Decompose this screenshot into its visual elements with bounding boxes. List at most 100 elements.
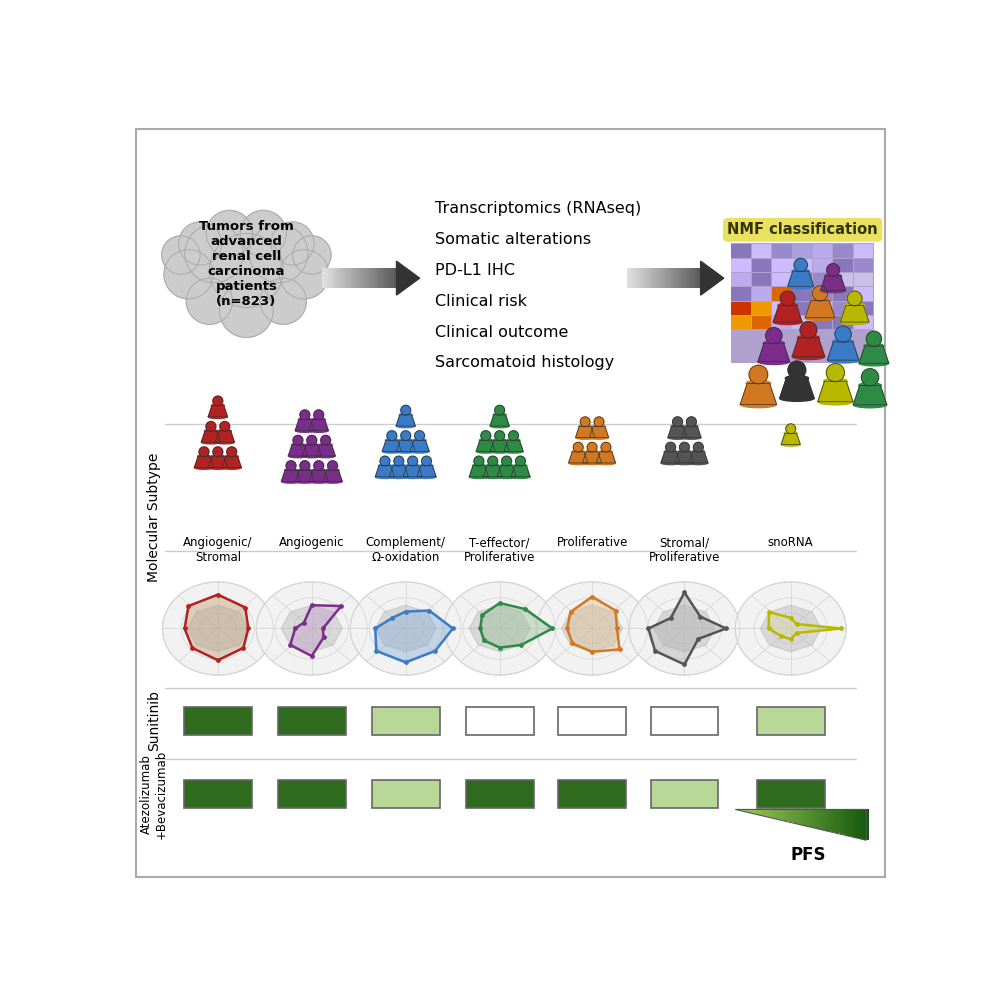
Bar bbox=[813, 316, 833, 330]
Ellipse shape bbox=[211, 455, 224, 458]
Polygon shape bbox=[818, 381, 853, 401]
Point bbox=[647, 643, 663, 659]
Circle shape bbox=[328, 461, 338, 471]
Circle shape bbox=[164, 250, 213, 299]
Polygon shape bbox=[490, 415, 509, 426]
Bar bbox=[376, 268, 379, 288]
Bar bbox=[394, 268, 397, 288]
Bar bbox=[824, 810, 827, 831]
Polygon shape bbox=[569, 452, 588, 463]
Point bbox=[690, 631, 706, 647]
Polygon shape bbox=[215, 431, 234, 442]
Circle shape bbox=[601, 442, 611, 452]
Bar bbox=[388, 268, 391, 288]
Circle shape bbox=[788, 362, 806, 378]
Ellipse shape bbox=[493, 413, 506, 416]
Ellipse shape bbox=[746, 380, 771, 386]
Circle shape bbox=[240, 210, 287, 257]
Ellipse shape bbox=[399, 439, 412, 442]
Polygon shape bbox=[483, 466, 502, 477]
Polygon shape bbox=[648, 593, 726, 664]
Bar bbox=[650, 268, 653, 288]
Text: Proliferative: Proliferative bbox=[557, 536, 627, 549]
Polygon shape bbox=[490, 440, 509, 451]
Ellipse shape bbox=[292, 443, 305, 446]
Ellipse shape bbox=[740, 401, 777, 407]
Bar bbox=[731, 259, 751, 272]
Ellipse shape bbox=[218, 429, 231, 432]
Circle shape bbox=[400, 430, 410, 440]
Ellipse shape bbox=[629, 582, 740, 675]
Polygon shape bbox=[302, 445, 322, 456]
Bar bbox=[652, 268, 655, 288]
Polygon shape bbox=[295, 470, 315, 481]
Circle shape bbox=[286, 461, 296, 471]
Bar bbox=[692, 268, 696, 288]
Point bbox=[492, 639, 508, 655]
Bar bbox=[829, 810, 832, 832]
Polygon shape bbox=[282, 470, 301, 481]
Polygon shape bbox=[576, 426, 595, 437]
Ellipse shape bbox=[682, 436, 701, 439]
Ellipse shape bbox=[375, 475, 394, 478]
Bar bbox=[466, 707, 534, 735]
Ellipse shape bbox=[833, 340, 854, 345]
Ellipse shape bbox=[859, 382, 881, 388]
Polygon shape bbox=[295, 419, 315, 430]
Polygon shape bbox=[497, 466, 516, 477]
Ellipse shape bbox=[215, 440, 234, 444]
Text: Atezolizumab
+Bevacizumab: Atezolizumab +Bevacizumab bbox=[140, 749, 168, 839]
Circle shape bbox=[321, 435, 331, 445]
Polygon shape bbox=[469, 606, 530, 651]
Bar bbox=[834, 287, 853, 301]
Ellipse shape bbox=[671, 425, 684, 428]
Point bbox=[640, 621, 656, 636]
Text: Sarcomatoid histology: Sarcomatoid histology bbox=[435, 356, 615, 371]
Bar bbox=[762, 810, 765, 816]
Point bbox=[445, 621, 461, 636]
Bar bbox=[849, 810, 852, 836]
Point bbox=[513, 637, 529, 653]
Circle shape bbox=[665, 442, 675, 452]
Point bbox=[176, 621, 192, 636]
Circle shape bbox=[199, 447, 209, 457]
Point bbox=[492, 596, 508, 612]
Ellipse shape bbox=[326, 469, 339, 472]
Bar bbox=[834, 259, 853, 272]
Bar bbox=[809, 810, 812, 827]
Bar bbox=[338, 268, 341, 288]
Polygon shape bbox=[760, 606, 822, 651]
Circle shape bbox=[827, 364, 845, 381]
Bar bbox=[184, 707, 252, 735]
Circle shape bbox=[693, 442, 703, 452]
Polygon shape bbox=[201, 431, 220, 442]
Bar bbox=[330, 268, 333, 288]
Bar bbox=[629, 268, 632, 288]
Point bbox=[397, 604, 413, 620]
Polygon shape bbox=[668, 426, 687, 437]
Polygon shape bbox=[758, 344, 790, 362]
Circle shape bbox=[421, 456, 431, 466]
Text: Clinical outcome: Clinical outcome bbox=[435, 325, 569, 340]
Bar bbox=[854, 273, 873, 287]
Polygon shape bbox=[654, 606, 715, 651]
Bar bbox=[834, 273, 853, 287]
Bar bbox=[690, 268, 694, 288]
Text: Angiogenic: Angiogenic bbox=[279, 536, 345, 549]
Bar bbox=[669, 268, 673, 288]
Bar bbox=[731, 287, 751, 301]
Circle shape bbox=[386, 430, 396, 440]
Polygon shape bbox=[469, 466, 488, 477]
Polygon shape bbox=[476, 440, 495, 451]
Point bbox=[180, 598, 196, 614]
Circle shape bbox=[213, 447, 223, 457]
Bar bbox=[689, 268, 692, 288]
Circle shape bbox=[300, 461, 310, 471]
Bar bbox=[679, 268, 682, 288]
Ellipse shape bbox=[818, 398, 853, 404]
Ellipse shape bbox=[396, 450, 415, 453]
Bar bbox=[731, 273, 751, 287]
Ellipse shape bbox=[845, 303, 865, 308]
FancyBboxPatch shape bbox=[136, 128, 884, 877]
Circle shape bbox=[414, 430, 424, 440]
